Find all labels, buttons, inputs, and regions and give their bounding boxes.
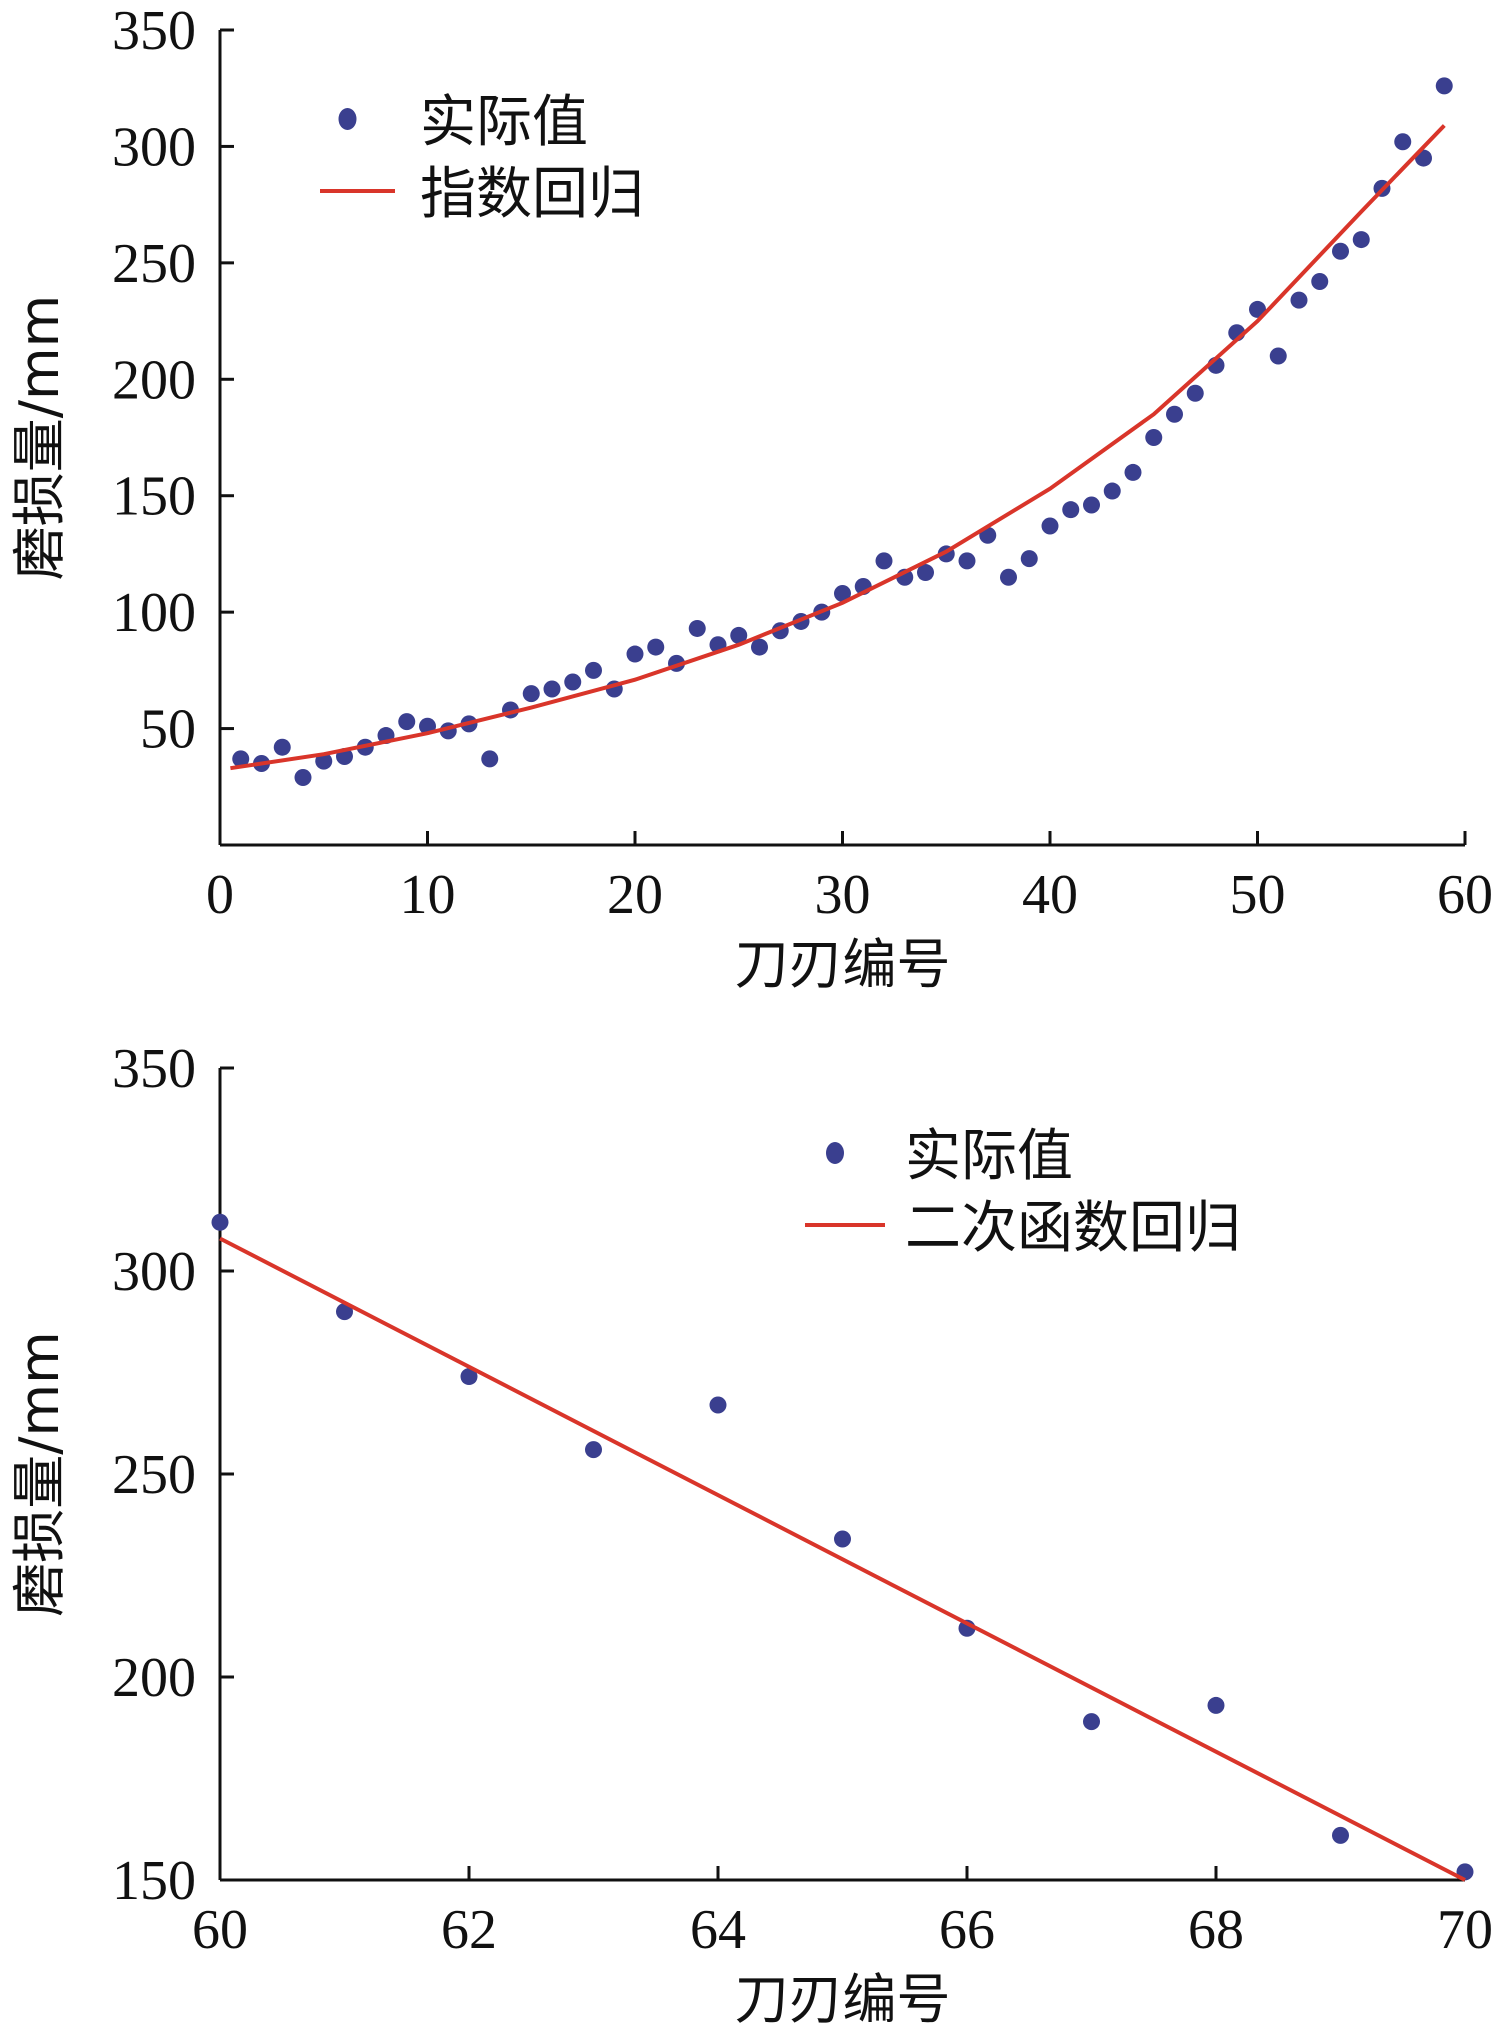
data-point — [1394, 133, 1412, 151]
data-point — [1332, 1826, 1349, 1844]
y-axis-label: 磨损量/mm — [8, 1331, 71, 1616]
x-tick-label: 64 — [690, 1899, 746, 1961]
data-point — [917, 564, 934, 582]
legend-label: 实际值 — [420, 90, 588, 155]
x-tick-label: 0 — [206, 864, 234, 926]
data-point — [1124, 463, 1142, 481]
legend-label: 指数回归 — [420, 162, 644, 227]
x-tick-label: 60 — [192, 1899, 248, 1961]
data-point — [564, 673, 582, 691]
data-point — [1145, 429, 1163, 446]
regression-line — [219, 1236, 1466, 1882]
legend-marker-points — [826, 1142, 844, 1164]
x-tick-label: 70 — [1437, 1899, 1493, 1961]
data-point — [626, 645, 644, 663]
data-point — [730, 626, 748, 644]
data-point — [315, 752, 333, 770]
data-point — [1103, 482, 1121, 500]
x-tick-label: 66 — [939, 1899, 995, 1961]
data-point — [1186, 384, 1204, 402]
data-point — [1269, 347, 1287, 365]
data-point — [1083, 496, 1100, 514]
data-point — [1311, 272, 1329, 290]
y-tick-label: 200 — [112, 349, 196, 411]
data-point — [709, 1396, 727, 1414]
data-point — [398, 713, 416, 731]
data-point — [875, 552, 893, 570]
y-tick-label: 350 — [112, 1038, 196, 1100]
data-point — [481, 750, 499, 768]
data-point — [647, 638, 665, 656]
data-point — [1249, 300, 1266, 318]
y-tick-label: 200 — [112, 1647, 196, 1709]
x-tick-label: 62 — [441, 1899, 497, 1961]
data-point — [1166, 405, 1183, 423]
data-point — [522, 685, 540, 703]
x-tick-label: 40 — [1022, 864, 1078, 926]
x-axis-label: 刀刃编号 — [735, 933, 951, 996]
data-point — [1332, 242, 1349, 260]
data-point — [1020, 550, 1038, 568]
data-point — [460, 1368, 478, 1386]
data-point — [1062, 501, 1080, 519]
data-point — [585, 661, 602, 679]
y-tick-label: 350 — [112, 0, 196, 62]
data-point — [1352, 231, 1370, 249]
data-point — [585, 1441, 602, 1459]
data-point — [1290, 291, 1308, 309]
y-tick-label: 150 — [112, 466, 196, 528]
x-tick-label: 10 — [400, 864, 456, 926]
data-point — [211, 1213, 229, 1231]
chart-quadratic-regression: 60 62 64 66 68 70 150 200 250 300 350 刀刃编号 磨损量/mm 实际值… — [8, 1038, 1493, 2031]
y-tick-label: 50 — [140, 699, 196, 761]
y-tick-label: 150 — [112, 1850, 196, 1912]
data-point — [1083, 1713, 1100, 1731]
data-point — [1041, 517, 1059, 535]
chart-exponential-regression: 0 10 20 30 40 50 60 50 100 150 200 250 300 350 刀刃编号 磨损量… — [8, 0, 1493, 996]
legend-label: 二次函数回归 — [905, 1196, 1241, 1261]
y-tick-label: 300 — [112, 1241, 196, 1303]
data-point — [543, 680, 561, 698]
x-tick-label: 20 — [607, 864, 663, 926]
data-point — [834, 585, 851, 603]
data-point — [232, 750, 250, 768]
x-tick-label: 60 — [1437, 864, 1493, 926]
x-tick-label: 50 — [1230, 864, 1286, 926]
data-point — [688, 619, 706, 637]
x-tick-label: 68 — [1188, 1899, 1244, 1961]
data-point — [958, 552, 976, 570]
data-point — [1435, 77, 1453, 95]
y-tick-label: 300 — [112, 116, 196, 178]
x-axis-label: 刀刃编号 — [735, 1968, 951, 2031]
y-tick-label: 250 — [112, 233, 196, 295]
data-point — [336, 1303, 353, 1321]
data-point — [834, 1530, 851, 1548]
y-tick-label: 100 — [112, 582, 196, 644]
y-axis-label: 磨损量/mm — [8, 295, 71, 580]
data-point — [751, 638, 768, 656]
x-tick-label: 30 — [815, 864, 871, 926]
legend-label: 实际值 — [905, 1124, 1073, 1189]
data-point — [294, 768, 312, 786]
legend-marker-points — [338, 108, 357, 130]
data-point — [1000, 568, 1017, 586]
regression-line — [230, 124, 1446, 771]
data-point — [273, 738, 291, 756]
data-point — [1207, 1696, 1225, 1714]
y-tick-label: 250 — [112, 1444, 196, 1506]
